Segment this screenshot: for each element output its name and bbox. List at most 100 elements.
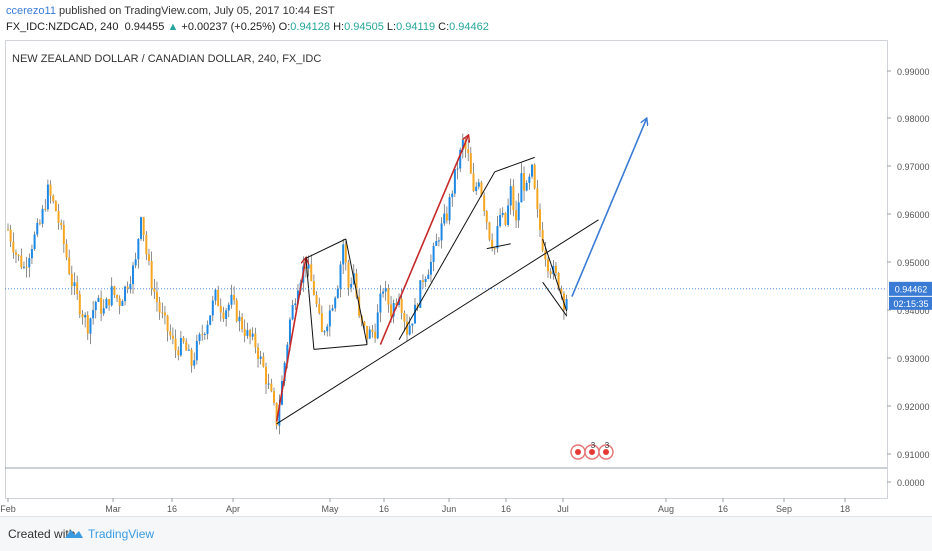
- candle-body: [320, 313, 323, 332]
- candle-body: [390, 304, 393, 317]
- author-link[interactable]: ccerezo11: [6, 5, 56, 17]
- candle-body: [517, 202, 520, 221]
- symbol-label[interactable]: FX_IDC:NZDCAD, 240: [6, 21, 119, 33]
- candle-body: [427, 274, 430, 279]
- x-tick-label: Jul: [557, 504, 569, 514]
- candle-body: [153, 288, 156, 292]
- candle-body: [22, 266, 25, 268]
- candle-body: [44, 208, 47, 210]
- candle-body: [342, 244, 345, 265]
- candle-body: [315, 294, 318, 305]
- x-axis[interactable]: Feb Mar 16 Apr May 16 Jun 16 Jul Aug 16 Sep 18: [0, 498, 850, 514]
- last-price-label: 0.94462: [895, 284, 928, 294]
- candle-body: [102, 308, 105, 314]
- candle-body: [217, 289, 220, 307]
- candle-body: [116, 295, 119, 299]
- candle-body: [515, 210, 518, 221]
- x-tick-label: Feb: [0, 504, 16, 514]
- candle-body: [461, 139, 464, 150]
- candle-body: [278, 404, 281, 426]
- candle-body: [62, 224, 65, 244]
- candle-body: [501, 212, 504, 215]
- footer: Created with TradingView: [0, 516, 932, 551]
- candle-body: [219, 306, 222, 313]
- candle-body: [512, 186, 515, 211]
- candle-body: [366, 325, 369, 339]
- candle-body: [432, 245, 435, 262]
- flag-line: [542, 281, 568, 317]
- candle-body: [254, 333, 257, 348]
- candle-body: [554, 265, 557, 273]
- chart-title: NEW ZEALAND DOLLAR / CANADIAN DOLLAR, 24…: [12, 53, 321, 65]
- published-text: published on TradingView.com, July 05, 2…: [59, 5, 335, 17]
- change-arrow-icon: ▲: [167, 21, 179, 33]
- candle-body: [110, 286, 113, 306]
- candle-body: [158, 302, 161, 313]
- candle-body: [54, 201, 57, 212]
- candle-body: [464, 139, 467, 150]
- candle-body: [126, 286, 129, 289]
- candle-body: [246, 330, 249, 336]
- event-flag-dot: [589, 449, 595, 455]
- event-count: 3: [605, 441, 610, 450]
- candle-body: [392, 303, 395, 317]
- candle-body: [477, 182, 480, 187]
- candle-body: [355, 273, 358, 297]
- last-price-badge: [889, 281, 932, 296]
- candle-body: [448, 197, 451, 221]
- candle-body: [408, 325, 411, 335]
- y-axis[interactable]: 0.99000 0.98000 0.97000 0.96000 0.95000 0.940…: [5, 67, 932, 488]
- candle-body: [328, 310, 331, 327]
- y-tick-label: 0.95000: [897, 258, 930, 268]
- candle-body: [206, 324, 209, 334]
- candle-body: [17, 254, 20, 256]
- close-value: 0.94462: [449, 21, 489, 33]
- high-value: 0.94505: [344, 21, 384, 33]
- candle-body: [283, 362, 286, 382]
- open-label: O:: [278, 21, 291, 33]
- candle-body: [211, 300, 214, 316]
- candle-body: [523, 173, 526, 191]
- last-price: 0.94455: [124, 21, 165, 33]
- candle-body: [155, 291, 158, 303]
- candle-body: [496, 226, 499, 249]
- candle-body: [241, 316, 244, 330]
- candle-body: [177, 350, 180, 356]
- x-tick-label: Sep: [776, 504, 792, 514]
- candle-body: [20, 255, 23, 268]
- candle-body: [267, 383, 270, 385]
- channel-1-left: [305, 258, 315, 350]
- candle-body: [304, 266, 307, 269]
- candle-body: [163, 312, 166, 316]
- tradingview-logo-icon[interactable]: [64, 526, 84, 542]
- y-tick-label: 0.97000: [897, 162, 930, 172]
- countdown-badge: [889, 296, 932, 310]
- candle-body: [84, 315, 87, 318]
- candle-body: [488, 222, 491, 240]
- candle-body: [413, 304, 416, 324]
- candle-body: [14, 252, 17, 255]
- x-tick-label: May: [321, 504, 339, 514]
- candle-body: [262, 356, 265, 367]
- flag-line: [542, 238, 568, 312]
- candle-body: [384, 288, 387, 292]
- x-tick-label: Aug: [658, 504, 674, 514]
- candle-body: [121, 301, 124, 306]
- candle-body: [243, 329, 246, 336]
- candle-body: [86, 315, 89, 334]
- candle-body: [347, 262, 350, 288]
- x-tick-label: 16: [167, 504, 177, 514]
- candle-body: [161, 312, 164, 314]
- candle-body: [368, 329, 371, 339]
- header-bar: ccerezo11 published on TradingView.com, …: [0, 0, 932, 40]
- channel-2-line: [398, 171, 496, 341]
- candle-body: [68, 257, 71, 274]
- candle-body: [259, 356, 262, 359]
- candle-body: [108, 299, 111, 306]
- tradingview-link[interactable]: TradingView: [88, 527, 155, 541]
- candle-body: [182, 337, 185, 342]
